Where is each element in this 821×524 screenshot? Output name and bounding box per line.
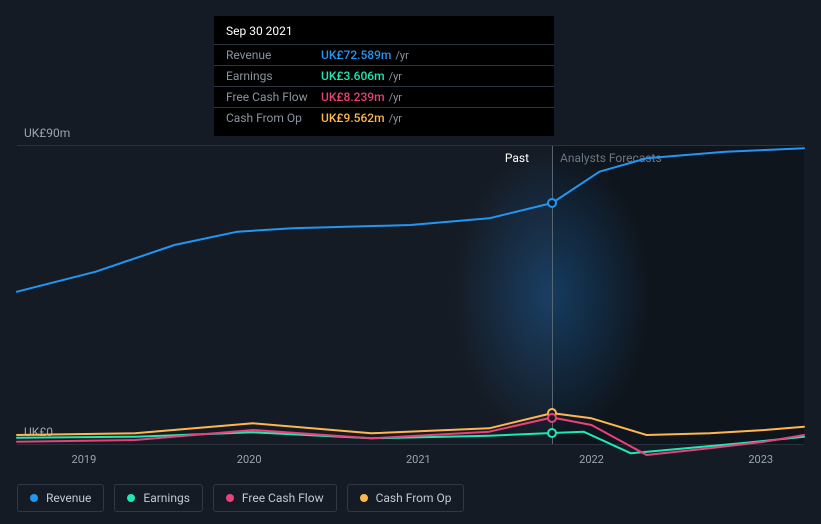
x-tick: 2022 <box>579 453 604 466</box>
cursor-marker-earnings <box>547 428 557 438</box>
tooltip-unit: /yr <box>389 70 402 83</box>
legend-label: Earnings <box>143 491 190 505</box>
chart-lines-svg <box>17 145 804 445</box>
legend-dot-icon <box>30 494 38 502</box>
legend-label: Cash From Op <box>376 491 452 505</box>
tooltip-date: Sep 30 2021 <box>214 24 554 44</box>
legend-label: Free Cash Flow <box>242 491 324 505</box>
tooltip-row: Free Cash FlowUK£8.239m/yr <box>214 86 554 107</box>
tooltip-value: UK£8.239m <box>321 90 385 104</box>
x-tick: 2019 <box>72 453 97 466</box>
chart-tooltip: Sep 30 2021 RevenueUK£72.589m/yrEarnings… <box>214 16 554 136</box>
x-tick: 2021 <box>406 453 431 466</box>
legend-item[interactable]: Cash From Op <box>347 484 465 512</box>
tooltip-value: UK£72.589m <box>321 48 391 62</box>
tooltip-value: UK£9.562m <box>321 111 385 125</box>
legend-label: Revenue <box>46 491 91 505</box>
tooltip-key: Earnings <box>226 69 321 83</box>
tooltip-row: RevenueUK£72.589m/yr <box>214 44 554 65</box>
tooltip-unit: /yr <box>395 49 408 62</box>
x-tick: 2020 <box>237 453 262 466</box>
y-axis-max-label: UK£90m <box>24 126 70 140</box>
legend-item[interactable]: Free Cash Flow <box>213 484 337 512</box>
tooltip-unit: /yr <box>389 112 402 125</box>
series-line-revenue <box>17 148 804 291</box>
legend-dot-icon <box>127 494 135 502</box>
tooltip-row: Cash From OpUK£9.562m/yr <box>214 107 554 128</box>
tooltip-value: UK£3.606m <box>321 69 385 83</box>
tooltip-key: Cash From Op <box>226 111 321 125</box>
cursor-marker-revenue <box>547 198 557 208</box>
tooltip-row: EarningsUK£3.606m/yr <box>214 65 554 86</box>
x-tick: 2023 <box>748 453 773 466</box>
legend-item[interactable]: Earnings <box>114 484 203 512</box>
legend-item[interactable]: Revenue <box>17 484 104 512</box>
tooltip-unit: /yr <box>389 91 402 104</box>
legend-dot-icon <box>226 494 234 502</box>
cursor-marker-fcf <box>547 413 557 423</box>
tooltip-key: Free Cash Flow <box>226 90 321 104</box>
tooltip-key: Revenue <box>226 48 321 62</box>
financials-chart: UK£90m UK£0 Past Analysts Forecasts 2019… <box>0 0 821 524</box>
legend-dot-icon <box>360 494 368 502</box>
chart-legend: Revenue Earnings Free Cash Flow Cash From O… <box>17 484 464 512</box>
series-line-cfo <box>17 413 804 435</box>
